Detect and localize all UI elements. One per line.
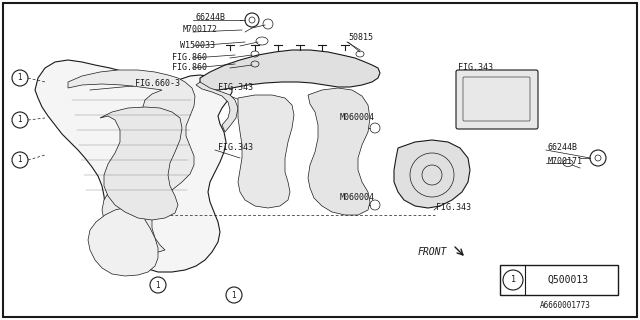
- Text: 1: 1: [18, 156, 22, 164]
- Text: 66244B: 66244B: [195, 13, 225, 22]
- Circle shape: [150, 277, 166, 293]
- Text: Q500013: Q500013: [547, 275, 589, 285]
- Circle shape: [12, 70, 28, 86]
- Circle shape: [226, 287, 242, 303]
- Bar: [500, 265, 618, 295]
- Circle shape: [12, 152, 28, 168]
- Polygon shape: [196, 82, 238, 132]
- Text: FIG.343: FIG.343: [458, 63, 493, 73]
- Polygon shape: [35, 60, 232, 272]
- Text: FIG.343: FIG.343: [218, 143, 253, 153]
- Text: 1: 1: [232, 291, 236, 300]
- Text: W150033: W150033: [180, 41, 215, 50]
- Text: FIG.860: FIG.860: [172, 52, 207, 61]
- Polygon shape: [200, 50, 380, 90]
- Polygon shape: [308, 88, 370, 215]
- Text: FRONT: FRONT: [418, 247, 447, 257]
- Text: 1: 1: [18, 74, 22, 83]
- Text: 66244B: 66244B: [548, 143, 578, 153]
- Text: M700172: M700172: [183, 26, 218, 35]
- Text: FIG.343: FIG.343: [218, 84, 253, 92]
- Polygon shape: [238, 95, 294, 208]
- Text: M060004: M060004: [340, 114, 375, 123]
- Text: 50815: 50815: [348, 34, 373, 43]
- Polygon shape: [88, 207, 158, 276]
- Text: 1: 1: [156, 281, 161, 290]
- Polygon shape: [100, 107, 182, 220]
- FancyBboxPatch shape: [456, 70, 538, 129]
- Text: 1: 1: [511, 276, 515, 284]
- Text: FIG.860: FIG.860: [172, 63, 207, 73]
- Polygon shape: [394, 140, 470, 208]
- Text: A6660001773: A6660001773: [540, 300, 591, 309]
- Text: M060004: M060004: [340, 194, 375, 203]
- Text: 1: 1: [18, 116, 22, 124]
- Polygon shape: [68, 70, 195, 254]
- Text: FIG.343: FIG.343: [436, 204, 471, 212]
- Circle shape: [503, 270, 523, 290]
- Text: FIG.660-3: FIG.660-3: [135, 78, 180, 87]
- Circle shape: [12, 112, 28, 128]
- Text: M700171: M700171: [548, 157, 583, 166]
